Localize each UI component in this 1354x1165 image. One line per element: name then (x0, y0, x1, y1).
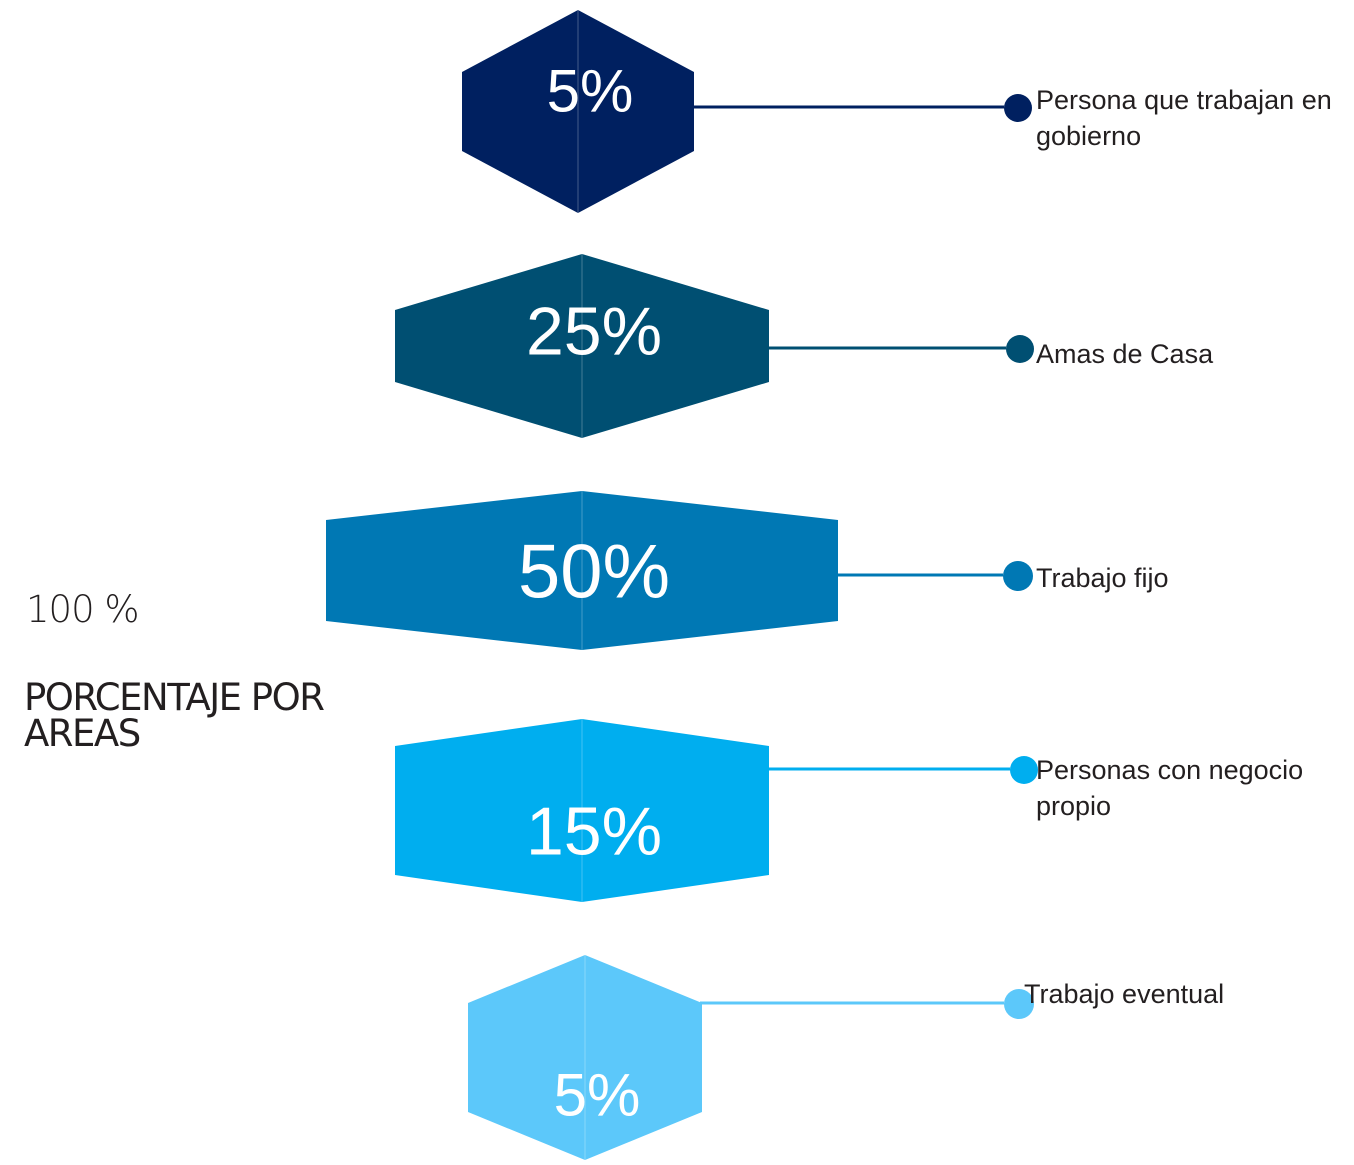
legend-label: Amas de Casa (1036, 339, 1214, 369)
hexagon-bar (326, 491, 838, 650)
legend-dot (1003, 561, 1033, 591)
value-label: 5% (554, 1062, 641, 1129)
legend-dot (1004, 94, 1032, 122)
legend-label: Trabajo fijo (1036, 563, 1169, 593)
chart-title: PORCENTAJE POR AREAS (24, 676, 325, 755)
legend-dot (1006, 335, 1034, 363)
total-label: 100 % (26, 588, 140, 631)
legend-dot (1010, 756, 1038, 784)
value-label: 5% (547, 58, 634, 125)
hexagon-bar (468, 955, 702, 1160)
legend-label: Personas con negocio propio (1036, 755, 1304, 821)
value-label: 50% (518, 529, 670, 614)
legend-label: Trabajo eventual (1024, 979, 1225, 1009)
legend-dot (1004, 989, 1034, 1019)
legend-label: Persona que trabajan en gobierno (1036, 85, 1332, 151)
value-label: 25% (526, 293, 662, 369)
hexagon-bar (462, 10, 694, 213)
value-label: 15% (526, 793, 662, 869)
hexagon-bar (395, 254, 769, 438)
hexagon-bar (395, 719, 769, 902)
